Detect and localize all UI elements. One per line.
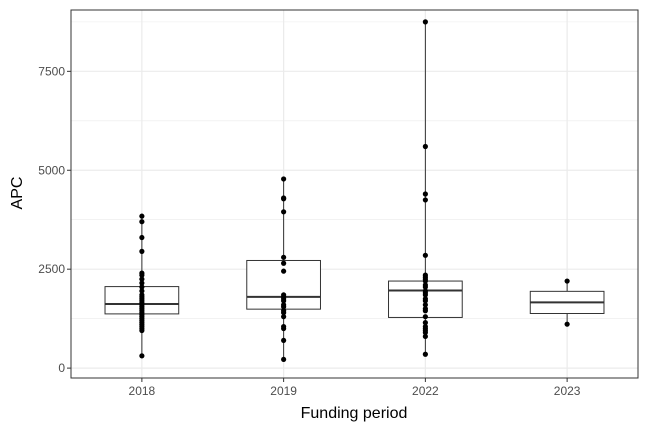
data-point [422,252,428,258]
x-tick-label: 2018 [129,384,156,398]
data-point [281,310,287,316]
data-point [422,191,428,197]
points-layer [139,19,570,363]
data-point [281,254,287,260]
x-tick-label: 2019 [270,384,297,398]
data-point [281,337,287,344]
data-point [564,321,570,327]
data-point [422,314,428,320]
data-point [422,351,428,357]
panel-border [70,9,639,379]
data-point [281,314,287,320]
data-point [422,292,428,298]
data-point [139,272,145,278]
y-axis-title: APC [9,177,26,210]
data-point [139,327,145,334]
data-point [139,284,145,290]
data-point [139,234,145,241]
data-point [139,288,145,294]
data-point [422,298,428,304]
x-axis-title: Funding period [301,405,408,422]
data-point [281,196,287,202]
data-point [564,278,570,284]
data-point [422,284,428,290]
data-point [281,356,287,363]
x-tick-label: 2023 [554,384,581,398]
data-point [139,219,145,225]
data-point [281,209,287,215]
x-axis: 2018 2019 2022 2023 [129,378,581,398]
data-point [281,298,287,304]
data-point [422,143,428,150]
data-point [281,268,287,274]
data-point [281,304,287,310]
y-tick-label: 2500 [38,262,65,276]
data-point [281,176,287,182]
y-tick-label: 7500 [38,64,65,78]
y-tick-label: 0 [58,361,65,375]
data-point [422,19,428,25]
data-point [422,278,428,284]
data-point [422,320,428,326]
data-point [139,276,145,282]
data-point [281,260,287,266]
data-point [422,197,428,203]
y-tick-label: 5000 [38,163,65,177]
data-point [139,280,145,286]
box-2023 [529,281,605,325]
data-point [139,353,145,359]
data-point [139,248,145,254]
x-tick-label: 2022 [412,384,439,398]
data-point [281,325,287,332]
y-axis: 0 2500 5000 7500 [38,64,71,375]
data-point [422,329,428,336]
data-point [422,333,428,340]
data-point [139,213,145,219]
data-point [422,308,428,314]
data-point [422,302,428,308]
